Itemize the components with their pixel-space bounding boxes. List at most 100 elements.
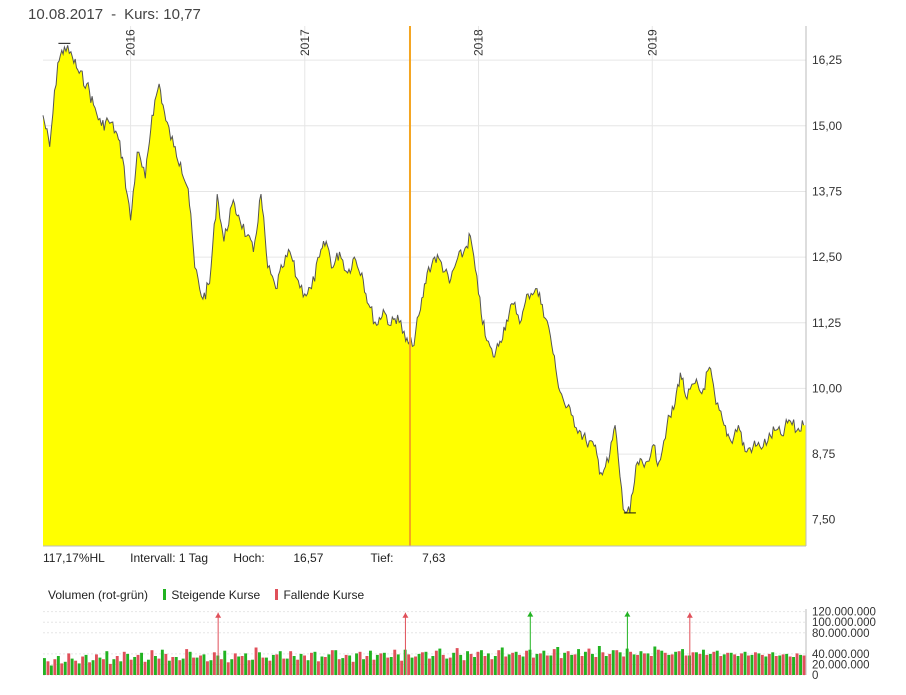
- volume-bar-rising: [49, 665, 53, 675]
- volume-bar-falling: [441, 654, 445, 675]
- volume-bar-falling: [351, 661, 355, 675]
- x-tick-label: 2019: [645, 29, 659, 56]
- volume-bar-falling: [171, 657, 175, 675]
- volume-bar-rising: [105, 651, 109, 675]
- y-tick-label: 15,00: [812, 119, 842, 133]
- volume-bar-rising: [604, 656, 608, 675]
- x-tick-label: 2016: [124, 29, 138, 56]
- volume-bar-rising: [56, 656, 60, 675]
- x-tick-label: 2017: [298, 29, 312, 56]
- volume-bar-rising: [452, 652, 456, 675]
- volume-peak-arrow-icon: [686, 612, 693, 618]
- volume-bar-falling: [199, 655, 202, 675]
- cursor-date: 10.08.2017: [28, 6, 104, 23]
- volume-bar-rising: [91, 660, 95, 675]
- volume-bar-falling: [649, 656, 653, 675]
- volume-bar-falling: [573, 654, 577, 675]
- volume-bar-falling: [636, 654, 639, 675]
- volume-bar-rising: [63, 661, 67, 675]
- volume-bar-rising: [84, 654, 88, 675]
- volume-bar-rising: [445, 658, 449, 675]
- volume-bar-rising: [112, 659, 116, 675]
- volume-bar-falling: [247, 660, 251, 675]
- volume-bar-falling: [774, 656, 778, 675]
- volume-bar-falling: [46, 661, 50, 675]
- volume-bar-rising: [577, 649, 580, 675]
- volume-bar-falling: [53, 659, 57, 675]
- volume-bar-rising: [223, 650, 227, 675]
- volume-bar-rising: [473, 657, 476, 675]
- volume-bar-falling: [712, 651, 716, 675]
- volume-bar-rising: [251, 659, 254, 675]
- volume-bar-rising: [521, 656, 525, 675]
- volume-bar-rising: [639, 651, 643, 675]
- volume-bar-rising: [480, 650, 483, 675]
- volume-bar-falling: [428, 658, 431, 675]
- volume-bar-falling: [212, 652, 216, 675]
- y-tick-label: 11,25: [812, 316, 841, 330]
- legend-rising: Steigende Kurse: [163, 588, 260, 602]
- volume-bar-rising: [722, 654, 726, 675]
- volume-bar-falling: [622, 656, 626, 675]
- volume-bar-falling: [178, 660, 182, 675]
- volume-bar-falling: [587, 648, 591, 675]
- volume-bar-falling: [434, 650, 438, 675]
- volume-bar-rising: [459, 654, 463, 675]
- volume-bar-falling: [108, 663, 112, 675]
- volume-bar-falling: [566, 651, 570, 675]
- volume-bar-rising: [708, 653, 712, 675]
- volume-bar-rising: [500, 647, 504, 675]
- volume-bar-falling: [802, 655, 806, 675]
- x-tick-label: 2018: [472, 29, 486, 56]
- volume-bar-rising: [570, 654, 574, 675]
- volume-bar-falling: [240, 656, 244, 675]
- header-separator: -: [111, 6, 117, 23]
- volume-bar-falling: [552, 649, 556, 675]
- volume-bar-falling: [365, 656, 369, 675]
- volume-bar-rising: [584, 651, 587, 675]
- volume-bar-rising: [147, 659, 150, 675]
- volume-bar-rising: [341, 658, 345, 675]
- volume-bar-rising: [396, 654, 400, 675]
- volume-bar-rising: [313, 651, 317, 675]
- volume-bar-falling: [754, 652, 757, 675]
- volume-bar-falling: [233, 653, 237, 675]
- volume-bar-falling: [95, 654, 98, 675]
- volume-bar-rising: [77, 663, 81, 675]
- volume-bar-rising: [209, 660, 213, 675]
- volume-bar-falling: [663, 652, 667, 675]
- volume-bar-rising: [771, 652, 775, 675]
- volume-bar-falling: [268, 660, 272, 675]
- volume-bar-rising: [237, 656, 241, 675]
- volume-bar-rising: [715, 650, 719, 675]
- high-value: 16,57: [293, 551, 324, 565]
- volume-bar-falling: [539, 653, 542, 675]
- volume-bar-falling: [629, 651, 632, 675]
- volume-bar-rising: [667, 654, 671, 675]
- volume-peak-arrow-icon: [402, 612, 409, 618]
- volume-bar-falling: [323, 657, 327, 675]
- volume-bar-rising: [140, 652, 143, 675]
- volume-bar-falling: [150, 650, 154, 675]
- volume-bar-rising: [188, 651, 192, 675]
- volume-bar-falling: [788, 656, 792, 675]
- volume-bar-falling: [164, 653, 168, 675]
- range-stat: 117,17%HL: [43, 551, 105, 565]
- volume-bar-rising: [792, 657, 795, 675]
- volume-bar-rising: [70, 658, 74, 675]
- volume-bar-rising: [278, 651, 282, 675]
- volume-bar-falling: [677, 651, 681, 675]
- volume-bar-falling: [129, 659, 133, 675]
- volume-bar-falling: [60, 663, 64, 675]
- volume-bar-falling: [386, 657, 390, 675]
- volume-bar-rising: [348, 655, 352, 675]
- volume-bar-rising: [764, 656, 768, 675]
- volume-bar-falling: [740, 653, 743, 675]
- volume-bar-rising: [369, 650, 372, 675]
- volume-bar-falling: [372, 659, 376, 675]
- volume-bar-falling: [143, 661, 147, 675]
- volume-bar-rising: [729, 652, 733, 675]
- volume-bar-rising: [591, 653, 594, 675]
- rising-swatch-icon: [163, 589, 167, 600]
